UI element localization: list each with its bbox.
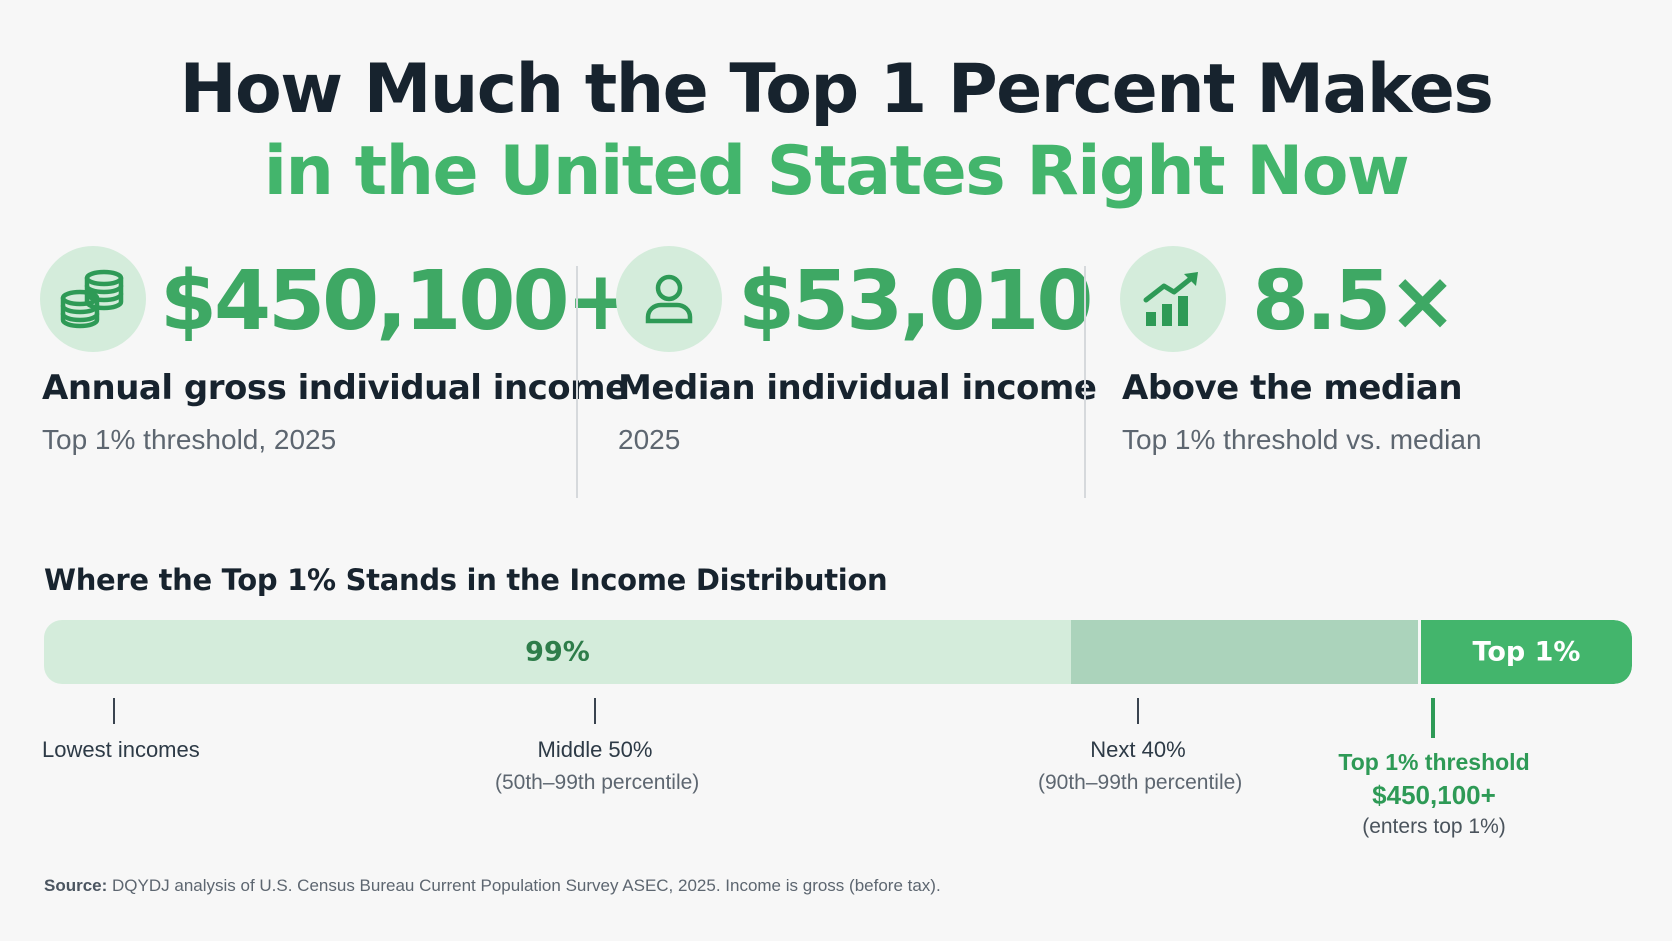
multiple-value: 8.5× <box>1252 254 1457 349</box>
tick-lowest <box>113 698 115 724</box>
marker-next40-label: Next 40% <box>1090 737 1186 762</box>
segment-next-40 <box>1071 620 1418 684</box>
top1-threshold-value: $450,100+ <box>160 254 635 349</box>
marker-threshold: Top 1% threshold $450,100+ (enters top 1… <box>1321 749 1547 839</box>
marker-middle-label: Middle 50% <box>537 737 653 762</box>
segment-top1-label: Top 1% <box>1472 636 1581 668</box>
divider <box>576 266 578 498</box>
source-text: DQYDJ analysis of U.S. Census Bureau Cur… <box>107 876 941 895</box>
marker-middle: Middle 50% (50th–99th percentile) <box>495 737 700 795</box>
marker-middle-sub: (50th–99th percentile) <box>495 771 700 794</box>
marker-lowest-label: Lowest incomes <box>42 737 200 762</box>
threshold-note: (enters top 1%) <box>1362 815 1506 838</box>
segment-99-label: 99% <box>525 636 590 668</box>
stat-sub-vs-median: Top 1% threshold vs. median <box>1122 424 1482 455</box>
stat-label-annual-income: Annual gross individual income <box>42 368 628 408</box>
title-line-1: How Much the Top 1 Percent Makes <box>179 50 1494 129</box>
tick-middle <box>594 698 596 724</box>
person-icon <box>616 246 722 352</box>
tick-next40 <box>1137 698 1139 724</box>
marker-next40: Next 40% (90th–99th percentile) <box>1038 737 1243 795</box>
threshold-label: Top 1% threshold <box>1338 749 1530 775</box>
coins-stack-icon <box>40 246 146 352</box>
stat-label-above-median: Above the median <box>1122 368 1463 408</box>
segment-top-1: Top 1% <box>1421 620 1632 684</box>
source-note: Source: DQYDJ analysis of U.S. Census Bu… <box>44 876 941 896</box>
title-line-2: in the United States Right Now <box>263 132 1410 211</box>
stat-sub-year: 2025 <box>618 424 681 455</box>
distribution-title: Where the Top 1% Stands in the Income Di… <box>44 563 888 597</box>
marker-next40-sub: (90th–99th percentile) <box>1038 771 1243 794</box>
stat-sub-threshold-2025: Top 1% threshold, 2025 <box>42 424 337 455</box>
distribution-bar: 99% Top 1% <box>44 620 1632 684</box>
threshold-value: $450,100+ <box>1372 780 1496 810</box>
marker-lowest: Lowest incomes <box>42 737 200 763</box>
stat-label-median-income: Median individual income <box>618 368 1097 408</box>
tick-threshold <box>1431 698 1435 738</box>
segment-99: 99% <box>44 620 1071 684</box>
bar-chart-trend-icon <box>1120 246 1226 352</box>
median-income-value: $53,010 <box>738 254 1093 349</box>
divider <box>1084 266 1086 498</box>
source-prefix: Source: <box>44 876 108 895</box>
